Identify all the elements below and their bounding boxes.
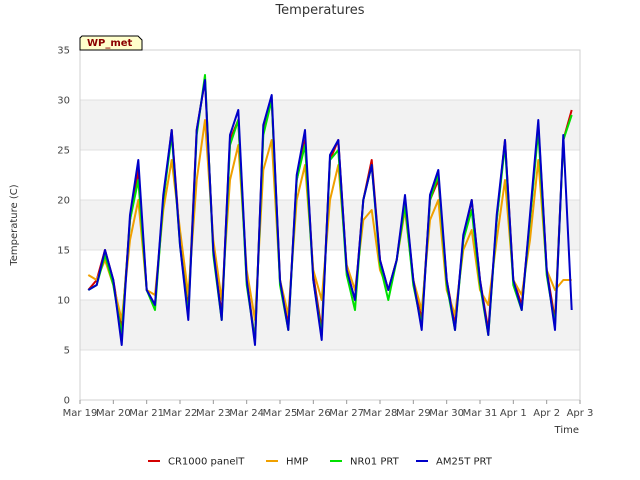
y-tick-label: 25 — [57, 146, 70, 157]
x-tick-label: Mar 24 — [229, 408, 264, 419]
y-tick-label: 0 — [64, 396, 70, 407]
x-tick-label: Mar 23 — [196, 408, 231, 419]
x-tick-label: Mar 20 — [96, 408, 131, 419]
x-tick-label: Mar 22 — [163, 408, 198, 419]
legend: CR1000 panelT HMP NR01 PRT AM25T PRT — [148, 457, 493, 468]
y-tick-label: 15 — [57, 246, 70, 257]
y-axis-title: Temperature (C) — [9, 184, 20, 266]
x-tick-label: Apr 1 — [500, 408, 527, 419]
legend-label: AM25T PRT — [436, 457, 493, 468]
grid-lines — [79, 49, 581, 401]
site-label-box: WP_met — [79, 35, 143, 51]
y-tick-label: 30 — [57, 96, 70, 107]
x-axis-title: Time — [554, 425, 579, 436]
x-tick-label: Mar 19 — [63, 408, 98, 419]
x-tick-label: Mar 29 — [396, 408, 431, 419]
x-tick-label: Mar 26 — [296, 408, 331, 419]
x-tick-label: Apr 2 — [533, 408, 560, 419]
series-layer — [87, 74, 573, 346]
series-line-am25t-prt — [87, 79, 573, 346]
x-tick-label: Mar 27 — [329, 408, 364, 419]
x-tick-label: Mar 28 — [363, 408, 398, 419]
legend-label: HMP — [286, 457, 308, 468]
grid-band — [80, 100, 580, 150]
plot-area — [80, 50, 580, 400]
x-tick-label: Mar 25 — [263, 408, 298, 419]
grid-band — [80, 300, 580, 350]
y-tick-label: 35 — [57, 46, 70, 57]
chart-title: Temperatures — [274, 3, 364, 18]
site-label: WP_met — [87, 38, 133, 49]
legend-label: CR1000 panelT — [168, 457, 245, 468]
x-tick-label: Mar 31 — [463, 408, 498, 419]
y-tick-label: 10 — [57, 296, 70, 307]
x-tick-label: Apr 3 — [567, 408, 594, 419]
legend-label: NR01 PRT — [350, 457, 400, 468]
y-tick-label: 20 — [57, 196, 70, 207]
plot-frame — [79, 49, 581, 401]
y-tick-label: 5 — [64, 346, 70, 357]
y-axis-ticks: 0 5 10 15 20 25 30 35 — [57, 46, 70, 407]
x-tick-label: Mar 21 — [129, 408, 164, 419]
x-tick-label: Mar 30 — [429, 408, 464, 419]
